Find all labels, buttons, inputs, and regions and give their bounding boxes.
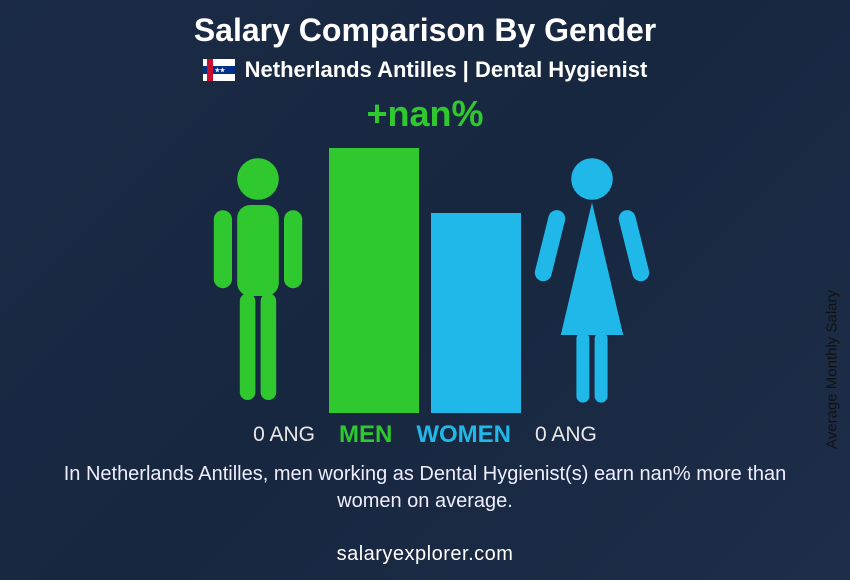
labels-row: 0 ANG MEN WOMEN 0 ANG: [253, 421, 597, 449]
male-icon: [193, 153, 323, 413]
bar-men: [329, 148, 419, 413]
chart-area: +nan%: [0, 93, 850, 453]
yaxis-label: Average Monthly Salary: [824, 290, 841, 449]
page-title: Salary Comparison By Gender: [0, 0, 850, 49]
figures-row: [193, 148, 657, 413]
footer-attribution: salaryexplorer.com: [0, 543, 850, 566]
subtitle-job: Dental Hygienist: [475, 57, 647, 82]
flag-icon: ★ ★: [203, 59, 235, 81]
subtitle-sep: |: [457, 57, 475, 82]
subtitle: ★ ★ Netherlands Antilles | Dental Hygien…: [0, 57, 850, 83]
female-icon: [527, 153, 657, 413]
men-label: MEN: [339, 421, 392, 449]
women-label: WOMEN: [416, 421, 511, 449]
caption-text: In Netherlands Antilles, men working as …: [0, 453, 850, 515]
women-value: 0 ANG: [535, 423, 597, 447]
subtitle-location: Netherlands Antilles: [245, 57, 457, 82]
bar-women: [431, 213, 521, 413]
men-value: 0 ANG: [253, 423, 315, 447]
percent-label: +nan%: [366, 93, 483, 135]
